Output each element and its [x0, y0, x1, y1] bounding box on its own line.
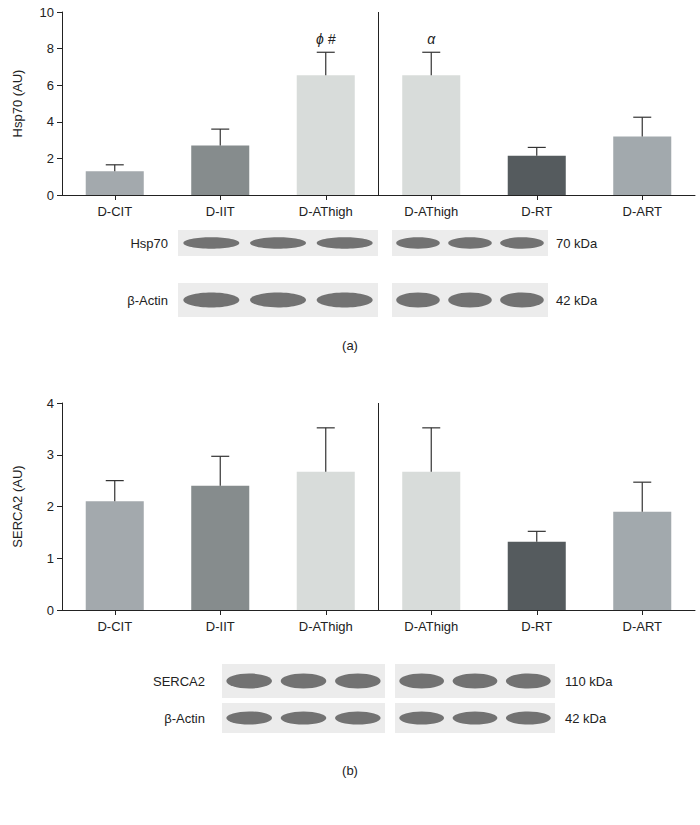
svg-text:(b): (b) — [342, 763, 358, 778]
svg-text:D-AThigh: D-AThigh — [404, 619, 458, 634]
svg-text:D-RT: D-RT — [521, 619, 552, 634]
svg-text:4: 4 — [47, 396, 54, 411]
svg-text:0: 0 — [47, 603, 54, 618]
svg-text:Hsp70 (AU): Hsp70 (AU) — [10, 70, 25, 138]
svg-text:0: 0 — [47, 188, 54, 203]
svg-text:β-Actin: β-Actin — [164, 711, 205, 726]
svg-text:42 kDa: 42 kDa — [556, 293, 598, 308]
svg-text:D-AThigh: D-AThigh — [299, 204, 353, 219]
svg-text:SERCA2 (AU): SERCA2 (AU) — [10, 465, 25, 547]
svg-text:D-AThigh: D-AThigh — [299, 619, 353, 634]
svg-text:D-CIT: D-CIT — [97, 204, 132, 219]
svg-text:10: 10 — [40, 5, 54, 20]
svg-text:2: 2 — [47, 499, 54, 514]
svg-text:4: 4 — [47, 114, 54, 129]
svg-text:70 kDa: 70 kDa — [556, 236, 598, 251]
svg-text:SERCA2: SERCA2 — [153, 674, 205, 689]
svg-text:8: 8 — [47, 41, 54, 56]
svg-text:2: 2 — [47, 151, 54, 166]
svg-text:β-Actin: β-Actin — [127, 293, 168, 308]
svg-text:α: α — [427, 31, 436, 47]
svg-text:Hsp70: Hsp70 — [130, 236, 168, 251]
svg-text:3: 3 — [47, 447, 54, 462]
svg-text:110 kDa: 110 kDa — [565, 674, 613, 689]
svg-text:D-IIT: D-IIT — [206, 619, 235, 634]
svg-text:(a): (a) — [342, 338, 358, 353]
svg-text:1: 1 — [47, 551, 54, 566]
svg-text:D-ART: D-ART — [623, 204, 663, 219]
svg-text:D-ART: D-ART — [623, 619, 663, 634]
svg-text:6: 6 — [47, 78, 54, 93]
svg-text:ϕ #: ϕ # — [316, 31, 336, 47]
svg-text:D-CIT: D-CIT — [97, 619, 132, 634]
svg-text:D-AThigh: D-AThigh — [404, 204, 458, 219]
svg-text:42 kDa: 42 kDa — [565, 711, 607, 726]
svg-text:D-RT: D-RT — [521, 204, 552, 219]
svg-text:D-IIT: D-IIT — [206, 204, 235, 219]
